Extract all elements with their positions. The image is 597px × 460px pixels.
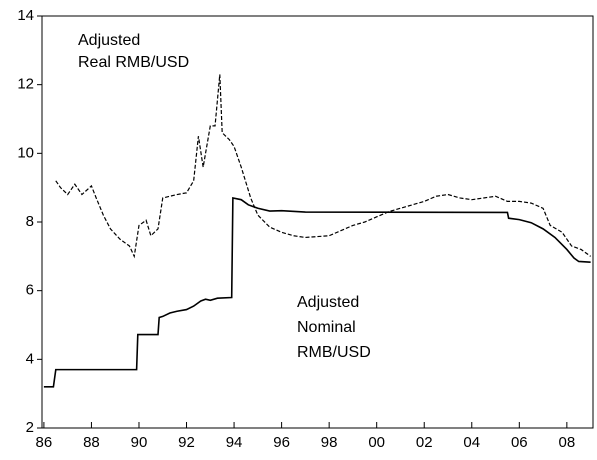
x-tick-label: 98	[321, 434, 338, 451]
x-tick-label: 96	[273, 434, 290, 451]
x-tick-label: 92	[178, 434, 195, 451]
x-tick-label: 08	[559, 434, 576, 451]
x-tick-label: 90	[131, 434, 148, 451]
y-tick-label: 10	[17, 144, 34, 161]
plot-frame	[41, 15, 594, 429]
series-label: RMB/USD	[297, 344, 371, 361]
series-label: Nominal	[297, 319, 356, 336]
y-tick-label: 4	[26, 350, 34, 367]
x-tick-label: 94	[226, 434, 243, 451]
x-tick-label: 88	[83, 434, 100, 451]
x-tick-label: 02	[416, 434, 433, 451]
y-tick-label: 6	[26, 282, 34, 299]
x-tick-label: 00	[368, 434, 385, 451]
x-tick-label: 06	[511, 434, 528, 451]
y-tick-label: 12	[17, 76, 34, 93]
y-tick-label: 8	[26, 213, 34, 230]
series-label: Adjusted	[78, 32, 140, 49]
x-tick-label: 86	[36, 434, 53, 451]
series-line	[55, 74, 591, 259]
series-label: Real RMB/USD	[78, 54, 189, 71]
x-tick-label: 04	[463, 434, 480, 451]
y-tick-label: 14	[17, 7, 34, 24]
series-label: Adjusted	[297, 294, 359, 311]
series-line	[43, 196, 591, 388]
y-tick-label: 2	[26, 419, 34, 436]
